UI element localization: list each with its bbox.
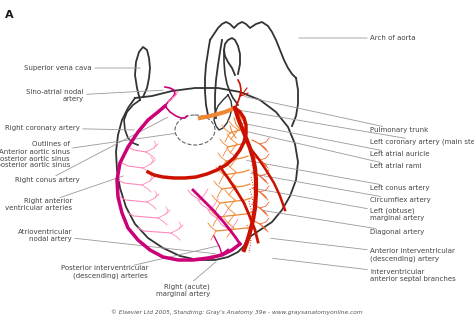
Text: Right conus artery: Right conus artery (15, 117, 167, 183)
Text: Sino-atrial nodal
artery: Sino-atrial nodal artery (27, 90, 163, 102)
Text: A: A (5, 10, 14, 20)
Text: Left atrial auricle: Left atrial auricle (239, 122, 429, 157)
Text: © Elsevier Ltd 2005, Standring: Gray's Anatomy 39e - www.graysanatomyonline.com: © Elsevier Ltd 2005, Standring: Gray's A… (111, 309, 363, 315)
Text: Right coronary artery: Right coronary artery (5, 125, 134, 131)
Text: Outlines of
Anterior aortic sinus
Right posterior aortic sinus
Left posterior ao: Outlines of Anterior aortic sinus Right … (0, 133, 175, 168)
Text: Circumflex artery: Circumflex artery (251, 174, 431, 203)
Text: Right anterior
ventricular arteries: Right anterior ventricular arteries (5, 176, 123, 211)
Text: Atrioventricular
nodal artery: Atrioventricular nodal artery (18, 228, 215, 254)
Text: Left conus artery: Left conus artery (247, 160, 429, 191)
Text: Left atrial rami: Left atrial rami (243, 130, 422, 169)
Text: Right (acute)
marginal artery: Right (acute) marginal artery (156, 262, 216, 297)
Text: Anterior interventricular
(descending) artery: Anterior interventricular (descending) a… (271, 238, 455, 262)
Text: Posterior interventricular
(descending) arteries: Posterior interventricular (descending) … (61, 246, 219, 279)
Text: Pulmonary trunk: Pulmonary trunk (245, 97, 428, 133)
Text: Left (obtuse)
marginal artery: Left (obtuse) marginal artery (255, 189, 424, 221)
Text: Left coronary artery (main stem): Left coronary artery (main stem) (241, 110, 474, 145)
Text: Diagonal artery: Diagonal artery (263, 211, 424, 235)
Text: Arch of aorta: Arch of aorta (299, 35, 416, 41)
Text: Superior vena cava: Superior vena cava (24, 65, 140, 71)
Text: Interventricular
anterior septal branches: Interventricular anterior septal branche… (273, 258, 456, 281)
